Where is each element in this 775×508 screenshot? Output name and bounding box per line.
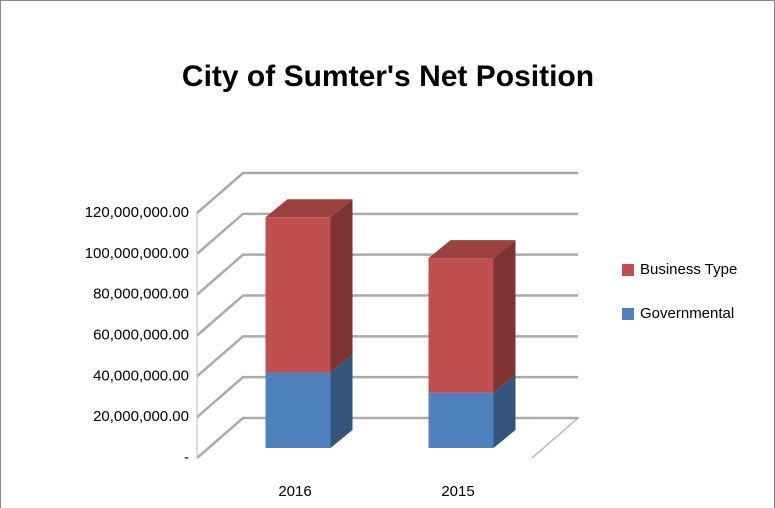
- y-tick-label: 60,000,000.00: [93, 326, 189, 343]
- chart-title: City of Sumter's Net Position: [182, 60, 594, 93]
- bar-top: [265, 199, 353, 218]
- bar-side: [330, 354, 353, 448]
- legend-swatch: [622, 264, 634, 276]
- bar-side: [330, 199, 353, 373]
- legend-label: Governmental: [640, 305, 734, 322]
- y-tick-label: 80,000,000.00: [93, 286, 189, 303]
- grid-line: [196, 212, 578, 255]
- bar: [428, 392, 494, 448]
- legend-swatch: [622, 308, 634, 320]
- bar-side: [493, 374, 516, 448]
- y-tick-label: 40,000,000.00: [93, 367, 189, 384]
- x-tick-label: 2015: [441, 483, 474, 500]
- bar-top: [428, 240, 516, 259]
- bar: [428, 258, 494, 393]
- y-tick-label: 100,000,000.00: [85, 245, 189, 262]
- y-tick-label: 120,000,000.00: [85, 204, 189, 221]
- bar: [265, 217, 331, 373]
- grid-line: [196, 171, 578, 214]
- y-tick-label: -: [184, 449, 189, 466]
- x-tick-label: 2016: [278, 483, 311, 500]
- bar: [265, 372, 331, 448]
- bar-side: [493, 240, 516, 393]
- legend-label: Business Type: [640, 261, 737, 278]
- y-tick-label: 20,000,000.00: [93, 408, 189, 425]
